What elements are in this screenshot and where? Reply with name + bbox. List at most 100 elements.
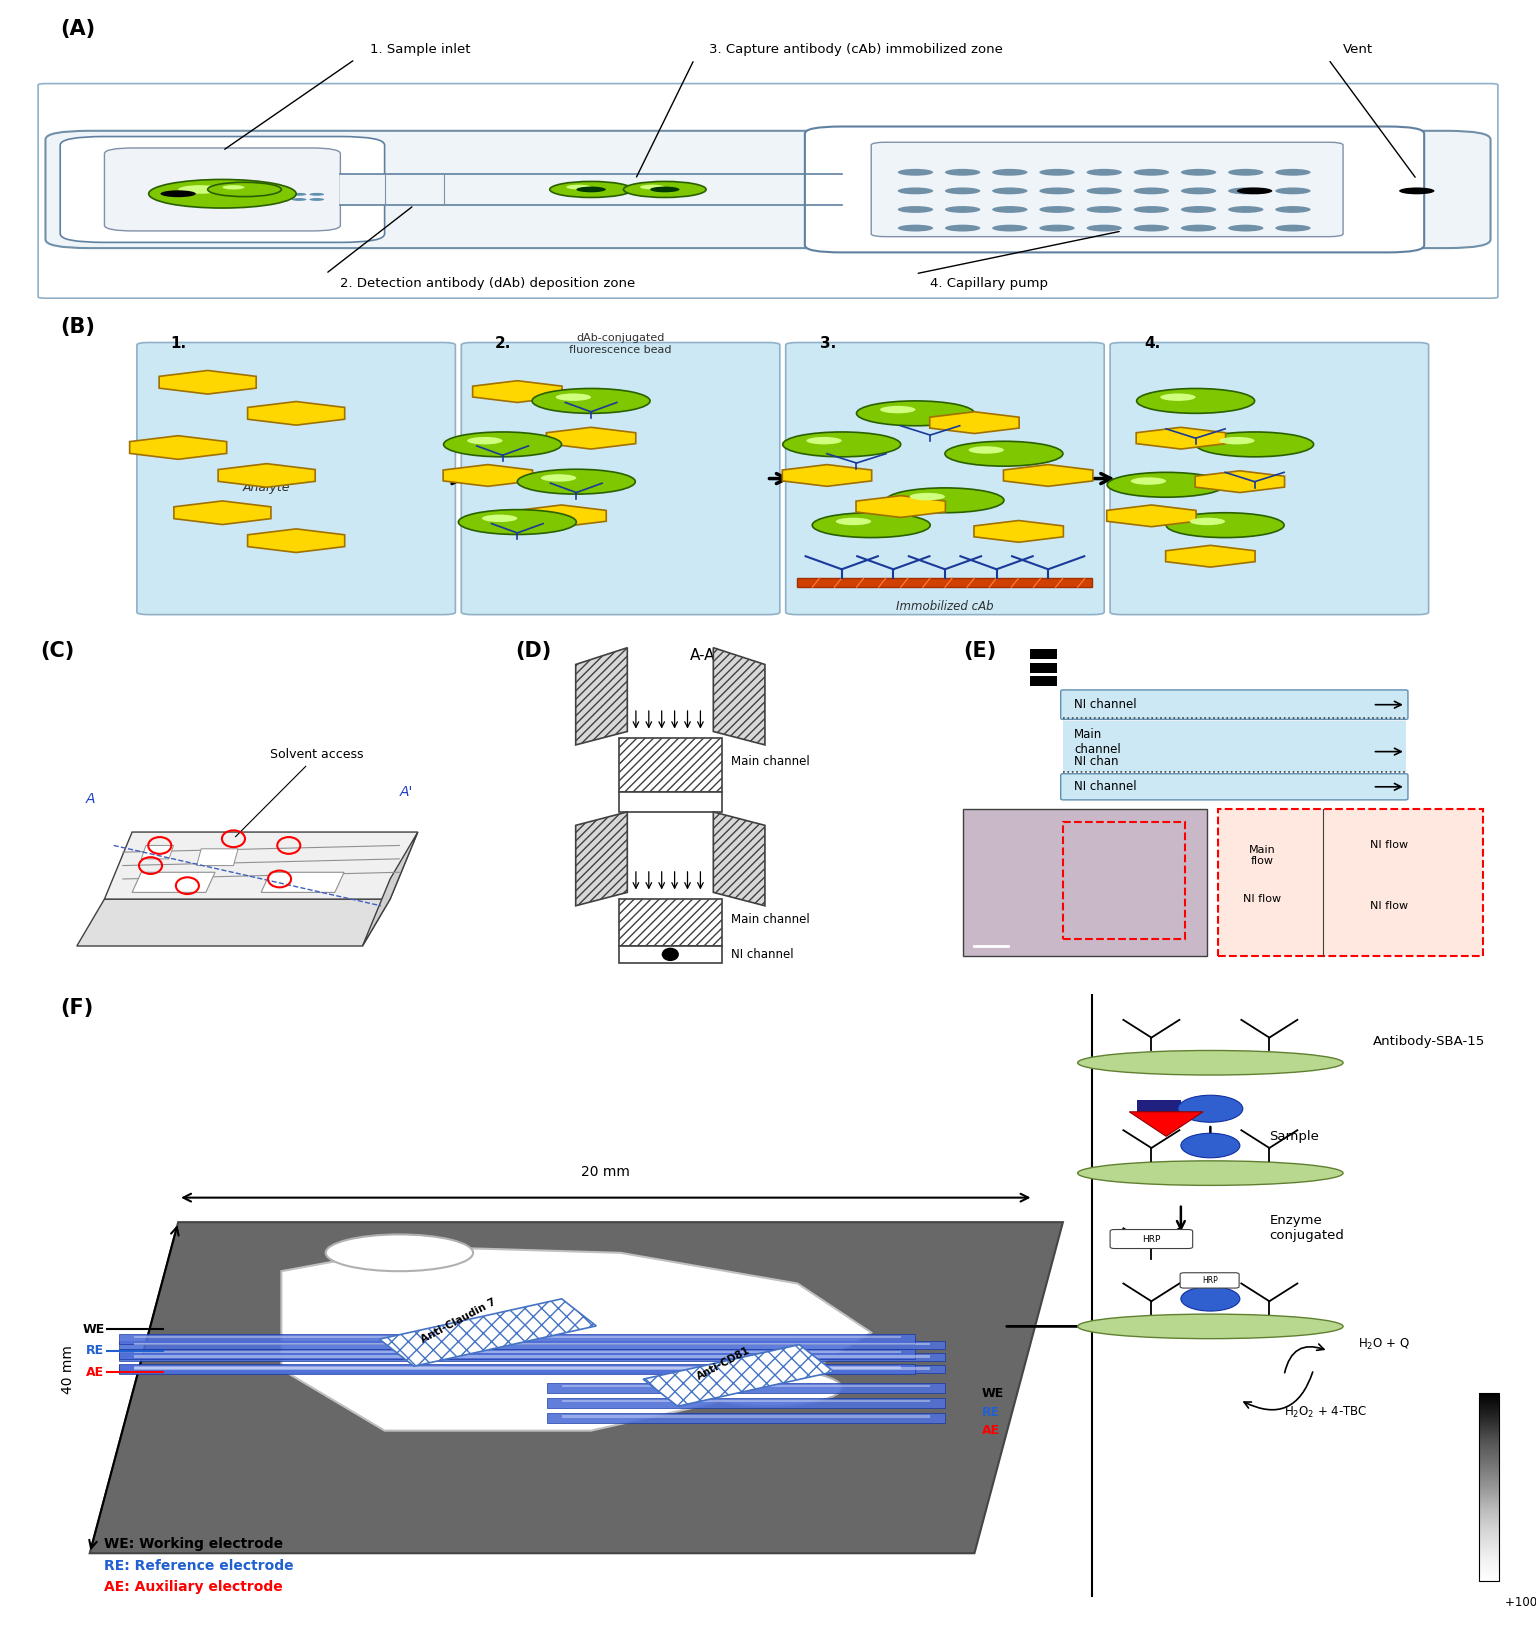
Circle shape xyxy=(1107,473,1226,497)
Circle shape xyxy=(1086,206,1121,213)
Polygon shape xyxy=(562,1385,931,1386)
Circle shape xyxy=(897,168,934,175)
Polygon shape xyxy=(362,832,418,947)
Text: Main channel: Main channel xyxy=(731,755,809,768)
Circle shape xyxy=(273,198,289,201)
Circle shape xyxy=(806,437,842,445)
Circle shape xyxy=(857,401,974,425)
FancyBboxPatch shape xyxy=(104,147,341,231)
Bar xyxy=(341,173,842,204)
Polygon shape xyxy=(713,813,765,906)
FancyBboxPatch shape xyxy=(1180,1272,1240,1288)
Circle shape xyxy=(662,948,679,961)
Text: NI flow: NI flow xyxy=(1243,894,1281,904)
Text: 3.: 3. xyxy=(820,335,836,350)
FancyBboxPatch shape xyxy=(1111,342,1428,615)
Circle shape xyxy=(1086,224,1121,232)
Text: Anti-Claudin 7: Anti-Claudin 7 xyxy=(419,1297,498,1344)
Circle shape xyxy=(223,185,244,190)
Circle shape xyxy=(909,492,945,500)
Circle shape xyxy=(576,186,605,193)
Polygon shape xyxy=(444,464,533,486)
Circle shape xyxy=(1181,188,1217,195)
Circle shape xyxy=(541,474,576,482)
Text: Analyte: Analyte xyxy=(243,481,290,494)
Bar xyxy=(619,899,722,947)
Text: RE: RE xyxy=(86,1344,104,1357)
Text: AE: AE xyxy=(982,1424,1000,1437)
Text: HRP: HRP xyxy=(1143,1234,1161,1244)
Polygon shape xyxy=(547,1413,945,1422)
Circle shape xyxy=(292,193,307,196)
Circle shape xyxy=(1399,188,1435,195)
Polygon shape xyxy=(562,1400,931,1403)
Text: WE: WE xyxy=(982,1388,1005,1400)
Polygon shape xyxy=(120,1365,945,1373)
FancyBboxPatch shape xyxy=(786,342,1104,615)
Text: A': A' xyxy=(399,785,413,800)
Circle shape xyxy=(1178,1095,1243,1122)
Text: Solvent access: Solvent access xyxy=(235,749,364,837)
Text: HRP: HRP xyxy=(1203,1275,1218,1285)
Text: Main
flow: Main flow xyxy=(1249,845,1275,867)
Text: 4. Capillary pump: 4. Capillary pump xyxy=(931,276,1048,289)
Text: (E): (E) xyxy=(963,641,997,661)
Circle shape xyxy=(178,185,223,193)
Polygon shape xyxy=(77,899,390,947)
Circle shape xyxy=(531,389,650,414)
Circle shape xyxy=(836,518,871,525)
Polygon shape xyxy=(518,505,607,526)
Circle shape xyxy=(1040,168,1075,175)
Circle shape xyxy=(1275,206,1310,213)
Polygon shape xyxy=(134,1336,900,1337)
Circle shape xyxy=(309,198,324,201)
Text: Main channel: Main channel xyxy=(731,912,809,925)
Circle shape xyxy=(650,186,679,193)
FancyBboxPatch shape xyxy=(461,342,780,615)
Polygon shape xyxy=(1166,546,1255,567)
Polygon shape xyxy=(782,464,871,486)
Circle shape xyxy=(1236,188,1272,195)
Text: RE: Reference electrode: RE: Reference electrode xyxy=(104,1558,293,1573)
Polygon shape xyxy=(160,371,257,394)
Circle shape xyxy=(1130,477,1166,484)
Ellipse shape xyxy=(1078,1050,1342,1076)
Circle shape xyxy=(945,224,980,232)
Polygon shape xyxy=(576,813,627,906)
Ellipse shape xyxy=(1078,1315,1342,1339)
Text: (C): (C) xyxy=(40,641,74,661)
Circle shape xyxy=(1134,224,1169,232)
Bar xyxy=(1218,809,1484,956)
Text: (B): (B) xyxy=(60,317,95,337)
Circle shape xyxy=(1181,224,1217,232)
Text: H$_2$O + Q: H$_2$O + Q xyxy=(1358,1337,1410,1352)
FancyBboxPatch shape xyxy=(1061,773,1409,800)
Bar xyxy=(1063,721,1405,772)
Text: NI flow: NI flow xyxy=(1370,840,1409,850)
Bar xyxy=(1137,1099,1181,1118)
Text: A-A': A-A' xyxy=(690,647,719,662)
Polygon shape xyxy=(1137,427,1226,450)
Ellipse shape xyxy=(694,1368,842,1406)
Polygon shape xyxy=(1129,1112,1203,1136)
Text: 2.: 2. xyxy=(495,335,511,350)
Circle shape xyxy=(556,394,591,401)
Polygon shape xyxy=(120,1334,915,1344)
FancyBboxPatch shape xyxy=(1111,1230,1192,1249)
Circle shape xyxy=(1220,437,1255,445)
Circle shape xyxy=(292,198,307,201)
Polygon shape xyxy=(120,1354,945,1360)
Circle shape xyxy=(624,181,707,198)
Bar xyxy=(797,577,1092,587)
Circle shape xyxy=(1195,432,1313,456)
Text: Enzyme
conjugated: Enzyme conjugated xyxy=(1269,1215,1344,1243)
Polygon shape xyxy=(89,1221,1063,1553)
Polygon shape xyxy=(120,1364,915,1373)
Polygon shape xyxy=(281,1246,871,1431)
Circle shape xyxy=(467,437,502,445)
Circle shape xyxy=(160,190,197,198)
Polygon shape xyxy=(134,1351,900,1354)
Circle shape xyxy=(783,432,900,456)
Ellipse shape xyxy=(1078,1161,1342,1185)
Polygon shape xyxy=(134,1367,931,1370)
